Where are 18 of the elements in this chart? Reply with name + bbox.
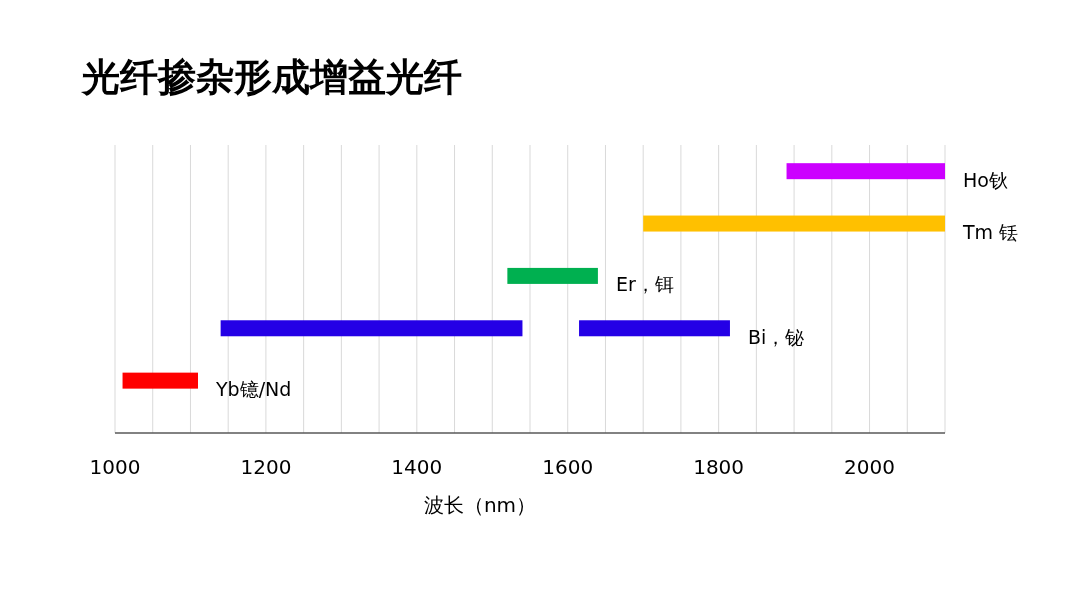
x-tick-label: 1200 [240,455,292,479]
bar [786,163,945,180]
y-tick-label: Tm 铥 [962,221,1019,244]
y-tick-label: Er，铒 [615,273,674,296]
bar [122,372,198,389]
y-tick-label: Bi，铋 [747,325,805,348]
x-tick-label: 1400 [391,455,443,479]
x-tick-label: 1600 [542,455,594,479]
bar [643,215,945,232]
x-tick-label: 1800 [693,455,745,479]
y-tick-label: Ho钬 [963,168,1008,191]
x-tick-label: 2000 [844,455,895,479]
bar [507,267,598,284]
x-tick-label: 1000 [89,455,141,479]
bar [579,320,730,337]
y-tick-label: Yb镱/Nd [215,378,292,401]
chart-title: 光纤掺杂形成增益光纤 [80,55,462,99]
x-axis-title: 波长（nm） [423,493,537,517]
